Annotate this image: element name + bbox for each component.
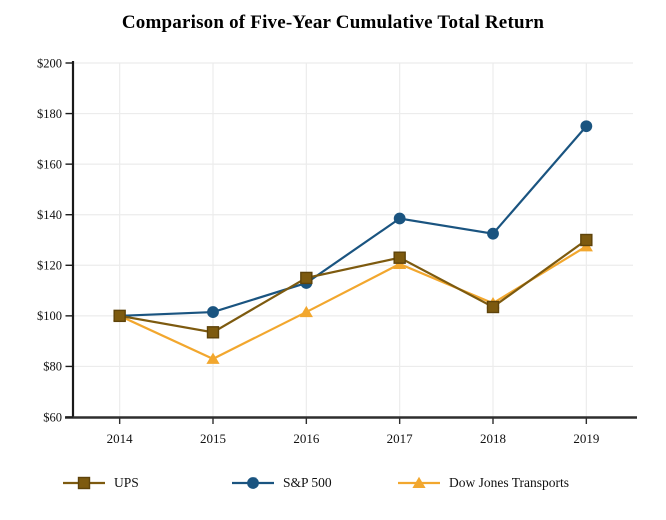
svg-text:$160: $160 <box>37 157 62 171</box>
svg-text:$200: $200 <box>37 56 62 70</box>
svg-text:2019: 2019 <box>573 431 599 446</box>
svg-text:2017: 2017 <box>387 431 414 446</box>
svg-text:2016: 2016 <box>293 431 320 446</box>
svg-text:$140: $140 <box>37 208 62 222</box>
svg-text:$80: $80 <box>43 360 62 374</box>
svg-text:2015: 2015 <box>200 431 226 446</box>
legend-item-dow-jones-transports: Dow Jones Transports <box>398 470 569 496</box>
legend-label-ups: UPS <box>114 475 139 490</box>
axes <box>65 61 637 419</box>
series-ups <box>113 233 593 339</box>
series-dow-jones-transports <box>113 240 593 364</box>
svg-text:2018: 2018 <box>480 431 506 446</box>
dow-jones-line-triangle-icon <box>398 476 440 488</box>
svg-text:2014: 2014 <box>107 431 134 446</box>
axis-ticks-and-labels: $60 $80 $100 $120 $140 $160 $180 $200 2014 2015 20… <box>37 56 599 446</box>
ups-line-square-icon <box>63 476 105 490</box>
legend-label-sp500: S&P 500 <box>283 475 332 490</box>
legend-label-dow-jones-transports: Dow Jones Transports <box>449 475 570 490</box>
chart-legend: UPS S&P 500 Dow Jones Transports <box>0 470 666 498</box>
gridlines <box>73 62 633 417</box>
chart-plot-area: $60 $80 $100 $120 $140 $160 $180 $200 2014 2015 20… <box>37 56 637 446</box>
legend-item-sp500: S&P 500 <box>232 470 332 496</box>
svg-text:$100: $100 <box>37 309 62 323</box>
sp500-line-circle-icon <box>232 477 274 489</box>
chart-title: Comparison of Five-Year Cumulative Total… <box>121 12 545 33</box>
legend-item-ups: UPS <box>63 470 139 496</box>
series-s-p-500 <box>113 120 593 322</box>
svg-text:$120: $120 <box>37 259 62 273</box>
svg-text:$60: $60 <box>43 410 62 424</box>
svg-text:$180: $180 <box>37 107 62 121</box>
